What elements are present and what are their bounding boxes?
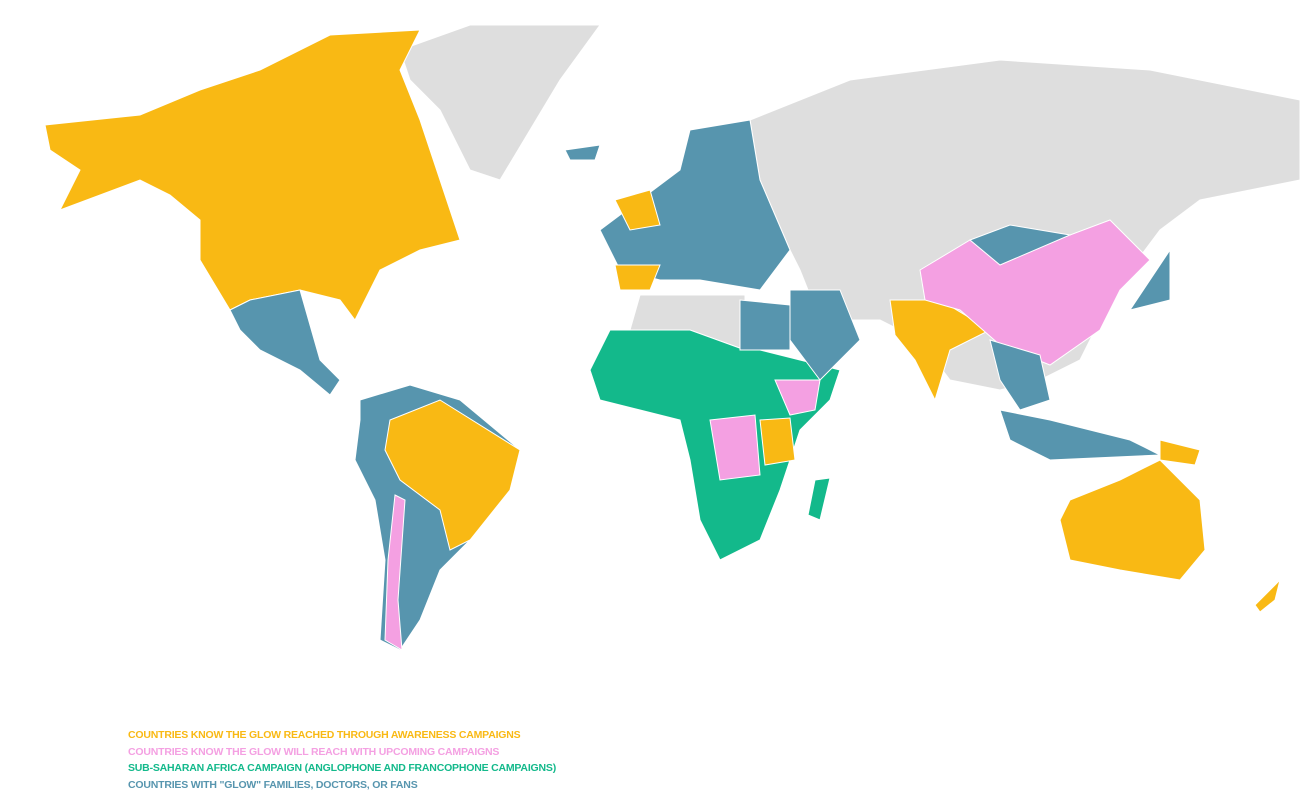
uk — [614, 189, 661, 231]
australia — [1059, 459, 1206, 581]
ethiopia — [774, 379, 821, 416]
drc — [709, 414, 761, 481]
middle-east — [789, 289, 861, 381]
mongolia — [969, 224, 1072, 266]
greenland — [399, 24, 601, 181]
chile — [384, 494, 406, 651]
legend-entry: SUB-SAHARAN AFRICA CAMPAIGN (ANGLOPHONE … — [128, 762, 556, 774]
egypt — [739, 299, 791, 351]
legend-entry: COUNTRIES WITH "GLOW" FAMILIES, DOCTORS,… — [128, 778, 418, 791]
legend-entry: COUNTRIES KNOW THE GLOW REACHED THROUGH … — [128, 729, 521, 741]
new-zealand — [1254, 578, 1281, 613]
papua-new-guinea — [1159, 439, 1201, 466]
madagascar — [807, 477, 831, 521]
japan — [1128, 248, 1171, 311]
legend: COUNTRIES KNOW THE GLOW REACHED THROUGH … — [128, 727, 556, 793]
mexico-central-america — [229, 289, 341, 396]
indonesia — [999, 409, 1162, 461]
southeast-asia — [989, 339, 1051, 411]
spain — [614, 264, 661, 291]
world-map — [44, 24, 1300, 651]
iceland — [564, 144, 601, 161]
legend-entry: COUNTRIES KNOW THE GLOW WILL REACH WITH … — [128, 745, 500, 758]
east-africa — [759, 417, 796, 466]
brazil — [384, 399, 521, 551]
north-america — [44, 29, 461, 321]
